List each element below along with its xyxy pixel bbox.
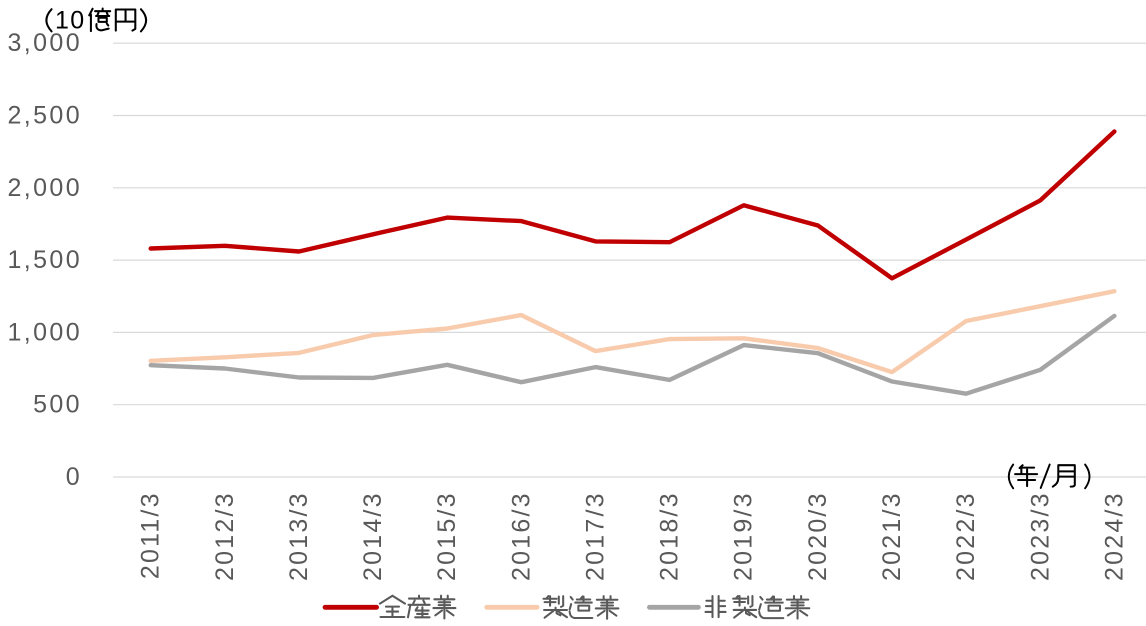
svg-text:2016/3: 2016/3 (507, 491, 535, 581)
svg-text:2024/3: 2024/3 (1100, 491, 1128, 581)
svg-text:1,500: 1,500 (7, 246, 82, 274)
svg-text:10: 10 (55, 6, 86, 34)
svg-text:2014/3: 2014/3 (359, 491, 387, 581)
svg-text:1,000: 1,000 (7, 318, 82, 346)
svg-text:500: 500 (33, 391, 82, 419)
svg-text:3,000: 3,000 (7, 29, 82, 57)
svg-text:2021/3: 2021/3 (878, 491, 906, 581)
svg-text:2022/3: 2022/3 (952, 491, 980, 581)
svg-text:2018/3: 2018/3 (656, 491, 684, 581)
svg-text:2012/3: 2012/3 (211, 491, 239, 581)
svg-text:0: 0 (66, 463, 82, 491)
svg-text:2019/3: 2019/3 (730, 491, 758, 581)
svg-text:2023/3: 2023/3 (1026, 491, 1054, 581)
svg-text:2015/3: 2015/3 (433, 491, 461, 581)
svg-text:2,500: 2,500 (7, 102, 82, 130)
svg-text:2020/3: 2020/3 (804, 491, 832, 581)
svg-text:2011/3: 2011/3 (137, 491, 165, 579)
svg-text:2,000: 2,000 (7, 174, 82, 202)
svg-text:2013/3: 2013/3 (285, 491, 313, 581)
svg-text:2017/3: 2017/3 (582, 491, 610, 581)
